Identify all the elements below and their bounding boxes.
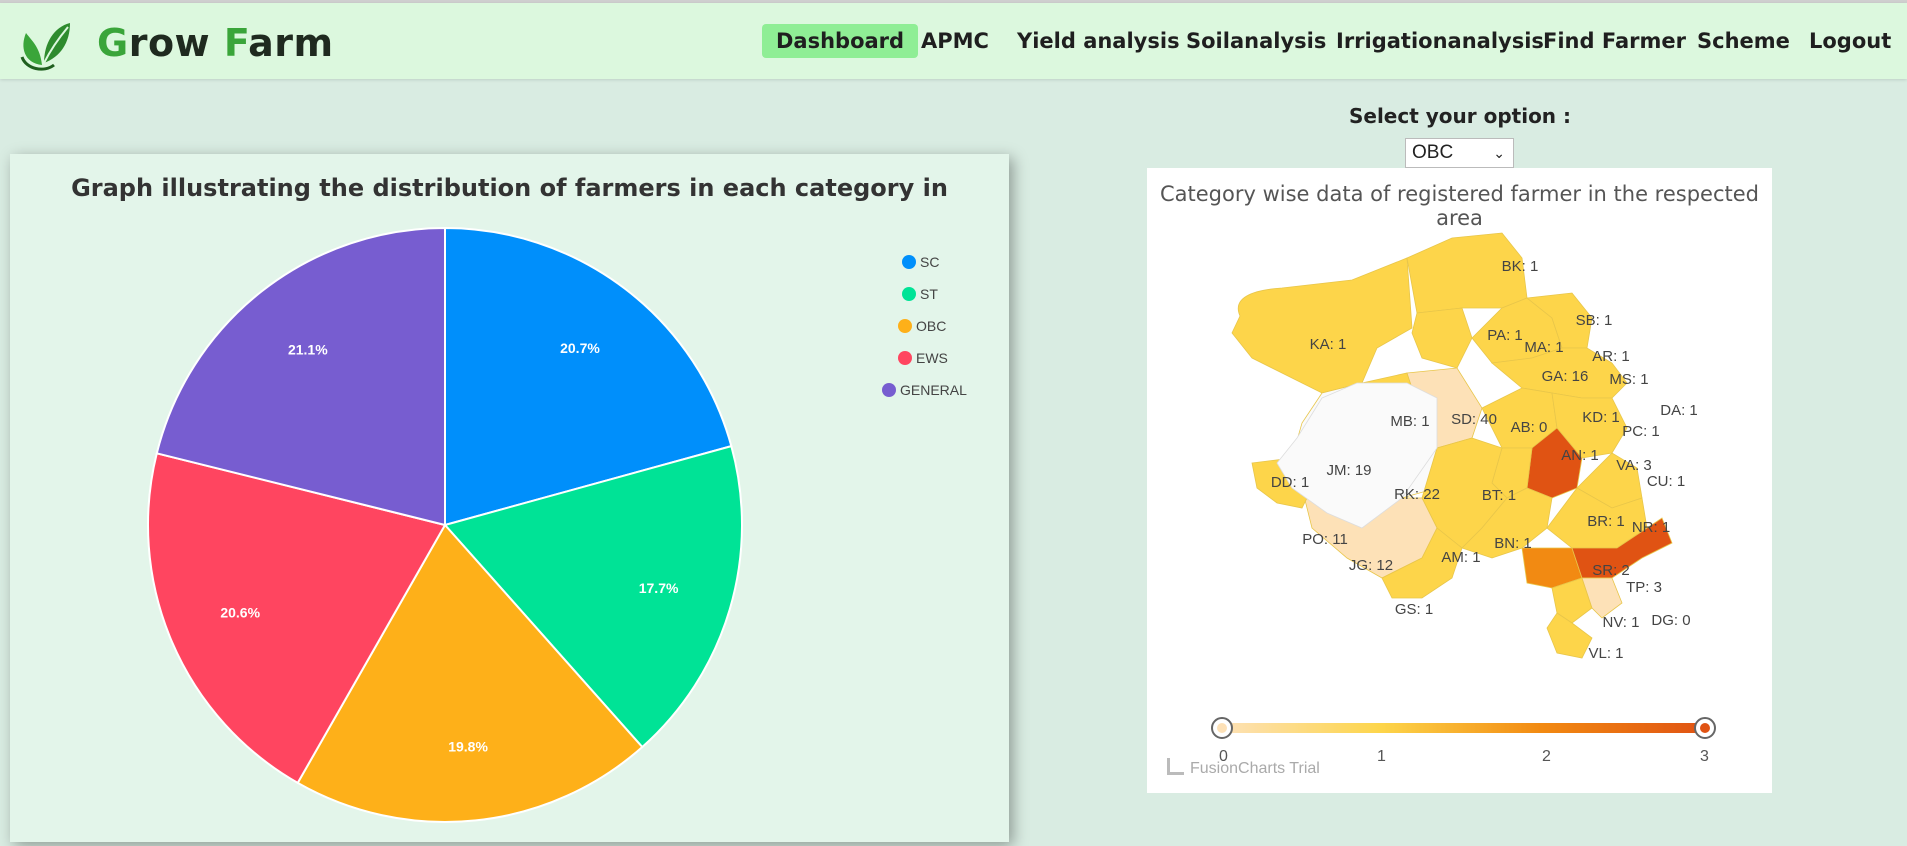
chevron-down-icon: ⌄ xyxy=(1493,145,1505,161)
pie-slice-sc[interactable] xyxy=(444,226,733,527)
nav-item-irrigationanalysis[interactable]: Irrigationanalysis xyxy=(1336,29,1544,53)
pie-data-label: 21.1% xyxy=(288,342,328,358)
map-region-label-dd: DD: 1 xyxy=(1271,474,1309,491)
map-region-label-bn: BN: 1 xyxy=(1494,535,1532,552)
map-region[interactable] xyxy=(1231,257,1413,394)
scale-handle-min-dot xyxy=(1217,723,1227,733)
legend-marker xyxy=(902,287,916,301)
pie-slice-general[interactable] xyxy=(155,226,446,527)
pie-chart-title: Graph illustrating the distribution of f… xyxy=(71,174,948,202)
map-chart-title: Category wise data of registered farmer … xyxy=(1160,182,1759,230)
navbar: Grow Farm Dashboard APMC Yield analysis Soi… xyxy=(0,3,1907,79)
map-region-label-ma: MA: 1 xyxy=(1524,339,1563,356)
map-region-label-cu: CU: 1 xyxy=(1647,473,1685,490)
map-region[interactable] xyxy=(1546,612,1593,659)
map-region-label-sr: SR: 2 xyxy=(1592,562,1630,579)
map-region-label-tp: TP: 3 xyxy=(1626,579,1662,596)
legend-marker xyxy=(898,351,912,365)
nav-item-soilanalysis[interactable]: Soilanalysis xyxy=(1186,29,1327,53)
scale-handle-max-dot xyxy=(1700,723,1710,733)
map-region-label-rk: RK: 22 xyxy=(1394,486,1440,503)
fusioncharts-watermark: FusionCharts Trial xyxy=(1167,758,1320,778)
select-option-label: Select your option : xyxy=(1348,104,1572,128)
map-region-label-jg: JG: 12 xyxy=(1349,557,1393,574)
map-region-label-ga: GA: 16 xyxy=(1542,368,1589,385)
nav-item-scheme[interactable]: Scheme xyxy=(1697,29,1790,53)
legend-label: EWS xyxy=(916,350,948,366)
legend-marker xyxy=(882,383,896,397)
map-region-label-br: BR: 1 xyxy=(1587,513,1625,530)
pie-slice-st[interactable] xyxy=(443,444,743,749)
map-region-label-ka: KA: 1 xyxy=(1310,336,1347,353)
map-region[interactable] xyxy=(1581,577,1623,619)
legend-label: GENERAL xyxy=(900,382,967,398)
map-region[interactable] xyxy=(1461,487,1553,559)
map-region-label-bt: BT: 1 xyxy=(1482,487,1516,504)
nav-item-yield-analysis[interactable]: Yield analysis xyxy=(1017,29,1180,53)
nav-item-apmc[interactable]: APMC xyxy=(921,29,989,53)
map-region[interactable] xyxy=(1411,307,1473,369)
color-scale-bar xyxy=(1222,723,1705,733)
legend-marker xyxy=(902,255,916,269)
legend-item-obc[interactable]: OBC xyxy=(898,316,946,336)
pie-chart: 20.7% 17.7% 19.8% 20.6% 21.1% xyxy=(147,226,743,823)
scale-tick-label: 1 xyxy=(1377,748,1386,765)
map-region-label-da: DA: 1 xyxy=(1660,402,1698,419)
map-chart-card: Category wise data of registered farmer … xyxy=(1147,168,1772,793)
legend-label: ST xyxy=(920,286,938,302)
map-region-label-va: VA: 3 xyxy=(1616,457,1652,474)
legend-label: OBC xyxy=(916,318,947,334)
map-region-label-sd: SD: 40 xyxy=(1451,411,1497,428)
pie-data-label: 19.8% xyxy=(448,739,488,755)
nav-item-logout[interactable]: Logout xyxy=(1809,29,1892,53)
legend-item-st[interactable]: ST xyxy=(902,284,938,304)
legend-item-sc[interactable]: SC xyxy=(902,252,939,272)
brand-name[interactable]: Grow Farm xyxy=(97,21,334,65)
map-region-label-pa: PA: 1 xyxy=(1487,327,1523,344)
nav-item-dashboard[interactable]: Dashboard xyxy=(762,24,919,58)
fusioncharts-logo-icon xyxy=(1167,758,1184,775)
pie-data-label: 20.7% xyxy=(560,340,600,356)
map-region-label-bk: BK: 1 xyxy=(1502,258,1539,275)
scale-tick-label: 3 xyxy=(1700,748,1709,765)
map-region-label-kd: KD: 1 xyxy=(1582,409,1620,426)
pie-slice-obc[interactable] xyxy=(296,523,644,823)
map-region[interactable] xyxy=(1276,382,1438,529)
map-region-label-pc: PC: 1 xyxy=(1622,423,1660,440)
leaf-logo-icon xyxy=(20,23,70,71)
gujarat-map: BK: 1 KA: 1 PA: 1 SB: 1 MA: 1 AR: 1GA: 16 MS: … xyxy=(1211,232,1716,739)
map-region-label-nr: NR: 1 xyxy=(1632,519,1670,536)
scale-tick-label: 2 xyxy=(1542,748,1551,765)
map-region[interactable] xyxy=(1551,577,1593,624)
map-region-label-ab: AB: 0 xyxy=(1511,419,1548,436)
map-region-label-am: AM: 1 xyxy=(1441,549,1480,566)
map-region-label-mb: MB: 1 xyxy=(1390,413,1429,430)
map-region[interactable] xyxy=(1381,527,1463,599)
map-region-label-jm: JM: 19 xyxy=(1326,462,1371,479)
map-region-label-dg: DG: 0 xyxy=(1651,612,1690,629)
category-select-value: OBC xyxy=(1412,142,1454,163)
pie-data-label: 20.6% xyxy=(220,605,260,621)
map-region-label-ms: MS: 1 xyxy=(1609,371,1648,388)
map-region-label-gs: GS: 1 xyxy=(1395,601,1433,618)
map-region-label-sb: SB: 1 xyxy=(1576,312,1613,329)
pie-slice-ews[interactable] xyxy=(147,452,447,785)
pie-chart-card: Graph illustrating the distribution of f… xyxy=(10,154,1009,842)
legend-item-ews[interactable]: EWS xyxy=(898,348,948,368)
legend-item-general[interactable]: GENERAL xyxy=(882,380,967,400)
map-region-label-vl: VL: 1 xyxy=(1588,645,1623,662)
browser-top-edge xyxy=(0,0,1907,3)
map-region-label-ar: AR: 1 xyxy=(1592,348,1630,365)
scale-tick-label: 0 xyxy=(1219,748,1228,765)
map-region-label-an: AN: 1 xyxy=(1561,447,1599,464)
category-select[interactable]: OBC ⌄ xyxy=(1405,138,1514,168)
legend-label: SC xyxy=(920,254,940,270)
nav-item-find-farmer[interactable]: Find Farmer xyxy=(1543,29,1686,53)
pie-data-label: 17.7% xyxy=(639,580,679,596)
map-region-label-po: PO: 11 xyxy=(1302,531,1348,548)
legend-marker xyxy=(898,319,912,333)
map-region-label-nv: NV: 1 xyxy=(1603,614,1640,631)
